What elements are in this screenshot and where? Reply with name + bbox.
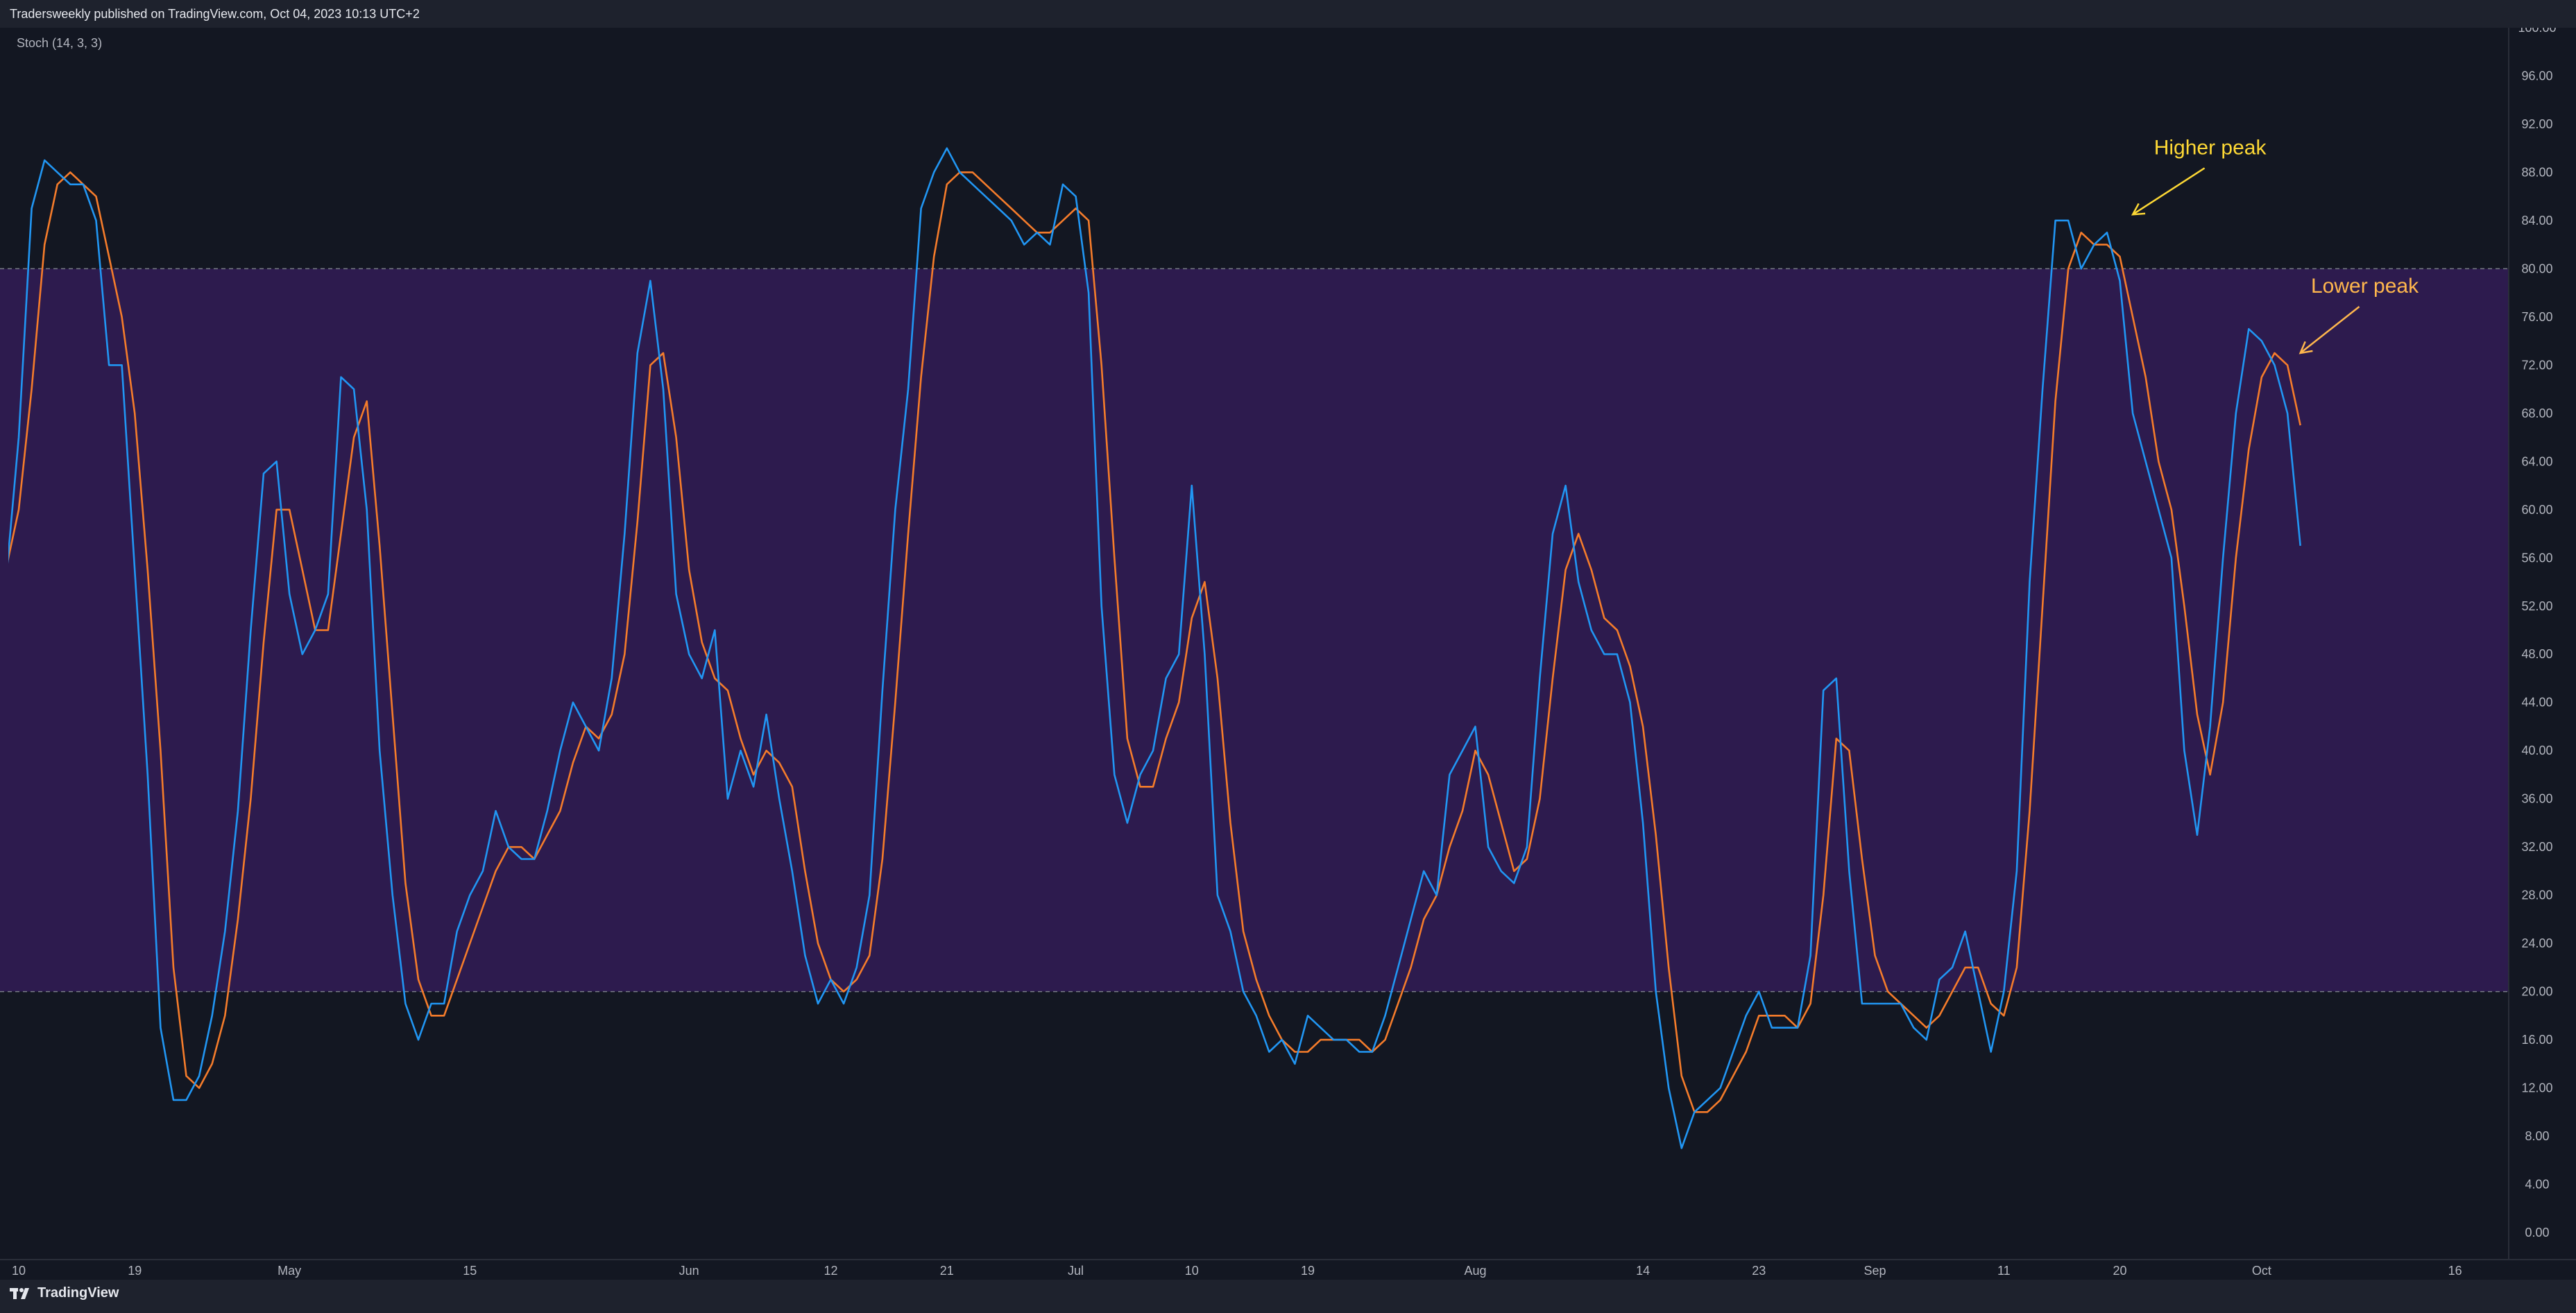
y-tick-label: 20.00: [2521, 985, 2552, 999]
y-tick-label: 0.00: [2525, 1226, 2549, 1239]
x-tick-label: 11: [1997, 1264, 2011, 1278]
y-axis-panel: [2509, 28, 2576, 1280]
y-tick-label: 8.00: [2525, 1129, 2549, 1143]
x-tick-label: Sep: [1864, 1264, 1886, 1278]
x-tick-label: 10: [12, 1264, 26, 1278]
annotation-arrowhead: [2298, 341, 2313, 354]
y-tick-label: 52.00: [2521, 599, 2552, 613]
x-tick-label: 23: [1752, 1264, 1766, 1278]
x-tick-label: Jun: [679, 1264, 699, 1278]
y-tick-label: 76.00: [2521, 310, 2552, 324]
y-tick-label: 68.00: [2521, 406, 2552, 420]
stoch-k-line: [8, 147, 2301, 1149]
y-tick-label: 28.00: [2521, 889, 2552, 902]
y-tick-label: 48.00: [2521, 647, 2552, 661]
y-tick-label: 100.00: [2518, 28, 2556, 35]
annotation-lower-peak: Lower peak: [2311, 275, 2419, 298]
footer-bar: TradingView: [0, 1280, 2576, 1313]
y-tick-label: 12.00: [2521, 1081, 2552, 1095]
annotation-higher-peak: Higher peak: [2154, 136, 2267, 159]
annotation-arrow: [2299, 306, 2360, 354]
y-tick-label: 92.00: [2521, 117, 2552, 131]
x-tick-label: 12: [824, 1264, 838, 1278]
y-tick-label: 96.00: [2521, 69, 2552, 83]
y-tick-label: 36.00: [2521, 792, 2552, 806]
x-tick-label: Aug: [1465, 1264, 1487, 1278]
annotation-arrow: [2132, 167, 2206, 216]
stochastic-chart[interactable]: Higher peak Lower peak 0.00 4.00 8.00 12.00 1…: [0, 28, 2576, 1280]
x-tick-label: 14: [1636, 1264, 1650, 1278]
x-tick-label: 21: [940, 1264, 954, 1278]
x-tick-label: May: [278, 1264, 301, 1278]
x-tick-label: 16: [2448, 1264, 2462, 1278]
tradingview-logo[interactable]: TradingView: [10, 1285, 119, 1301]
y-tick-label: 40.00: [2521, 744, 2552, 757]
annotation-arrowhead: [2131, 203, 2146, 216]
y-tick-label: 24.00: [2521, 936, 2552, 950]
x-tick-label: 20: [2113, 1264, 2127, 1278]
x-tick-label: 19: [1301, 1264, 1315, 1278]
stoch-d-line: [8, 171, 2301, 1113]
publisher-header: Tradersweekly published on TradingView.c…: [0, 0, 2576, 28]
x-tick-label: 19: [128, 1264, 142, 1278]
x-tick-label: 15: [463, 1264, 477, 1278]
overbought-oversold-band: [0, 268, 2509, 992]
publisher-text: Tradersweekly published on TradingView.c…: [10, 7, 420, 21]
indicator-label: Stoch (14, 3, 3): [17, 36, 102, 50]
y-tick-label: 88.00: [2521, 165, 2552, 179]
y-tick-label: 84.00: [2521, 214, 2552, 228]
y-tick-label: 80.00: [2521, 261, 2552, 275]
x-tick-label: Oct: [2252, 1264, 2271, 1278]
y-tick-label: 44.00: [2521, 696, 2552, 710]
y-tick-label: 32.00: [2521, 840, 2552, 854]
x-tick-label: 10: [1185, 1264, 1199, 1278]
y-tick-label: 16.00: [2521, 1033, 2552, 1047]
y-tick-label: 64.00: [2521, 454, 2552, 468]
x-tick-label: Jul: [1068, 1264, 1084, 1278]
y-tick-label: 4.00: [2525, 1178, 2549, 1192]
tradingview-logo-icon: [10, 1287, 29, 1299]
y-tick-label: 60.00: [2521, 503, 2552, 517]
y-tick-label: 56.00: [2521, 551, 2552, 565]
brand-name: TradingView: [37, 1285, 119, 1301]
y-tick-label: 72.00: [2521, 358, 2552, 372]
